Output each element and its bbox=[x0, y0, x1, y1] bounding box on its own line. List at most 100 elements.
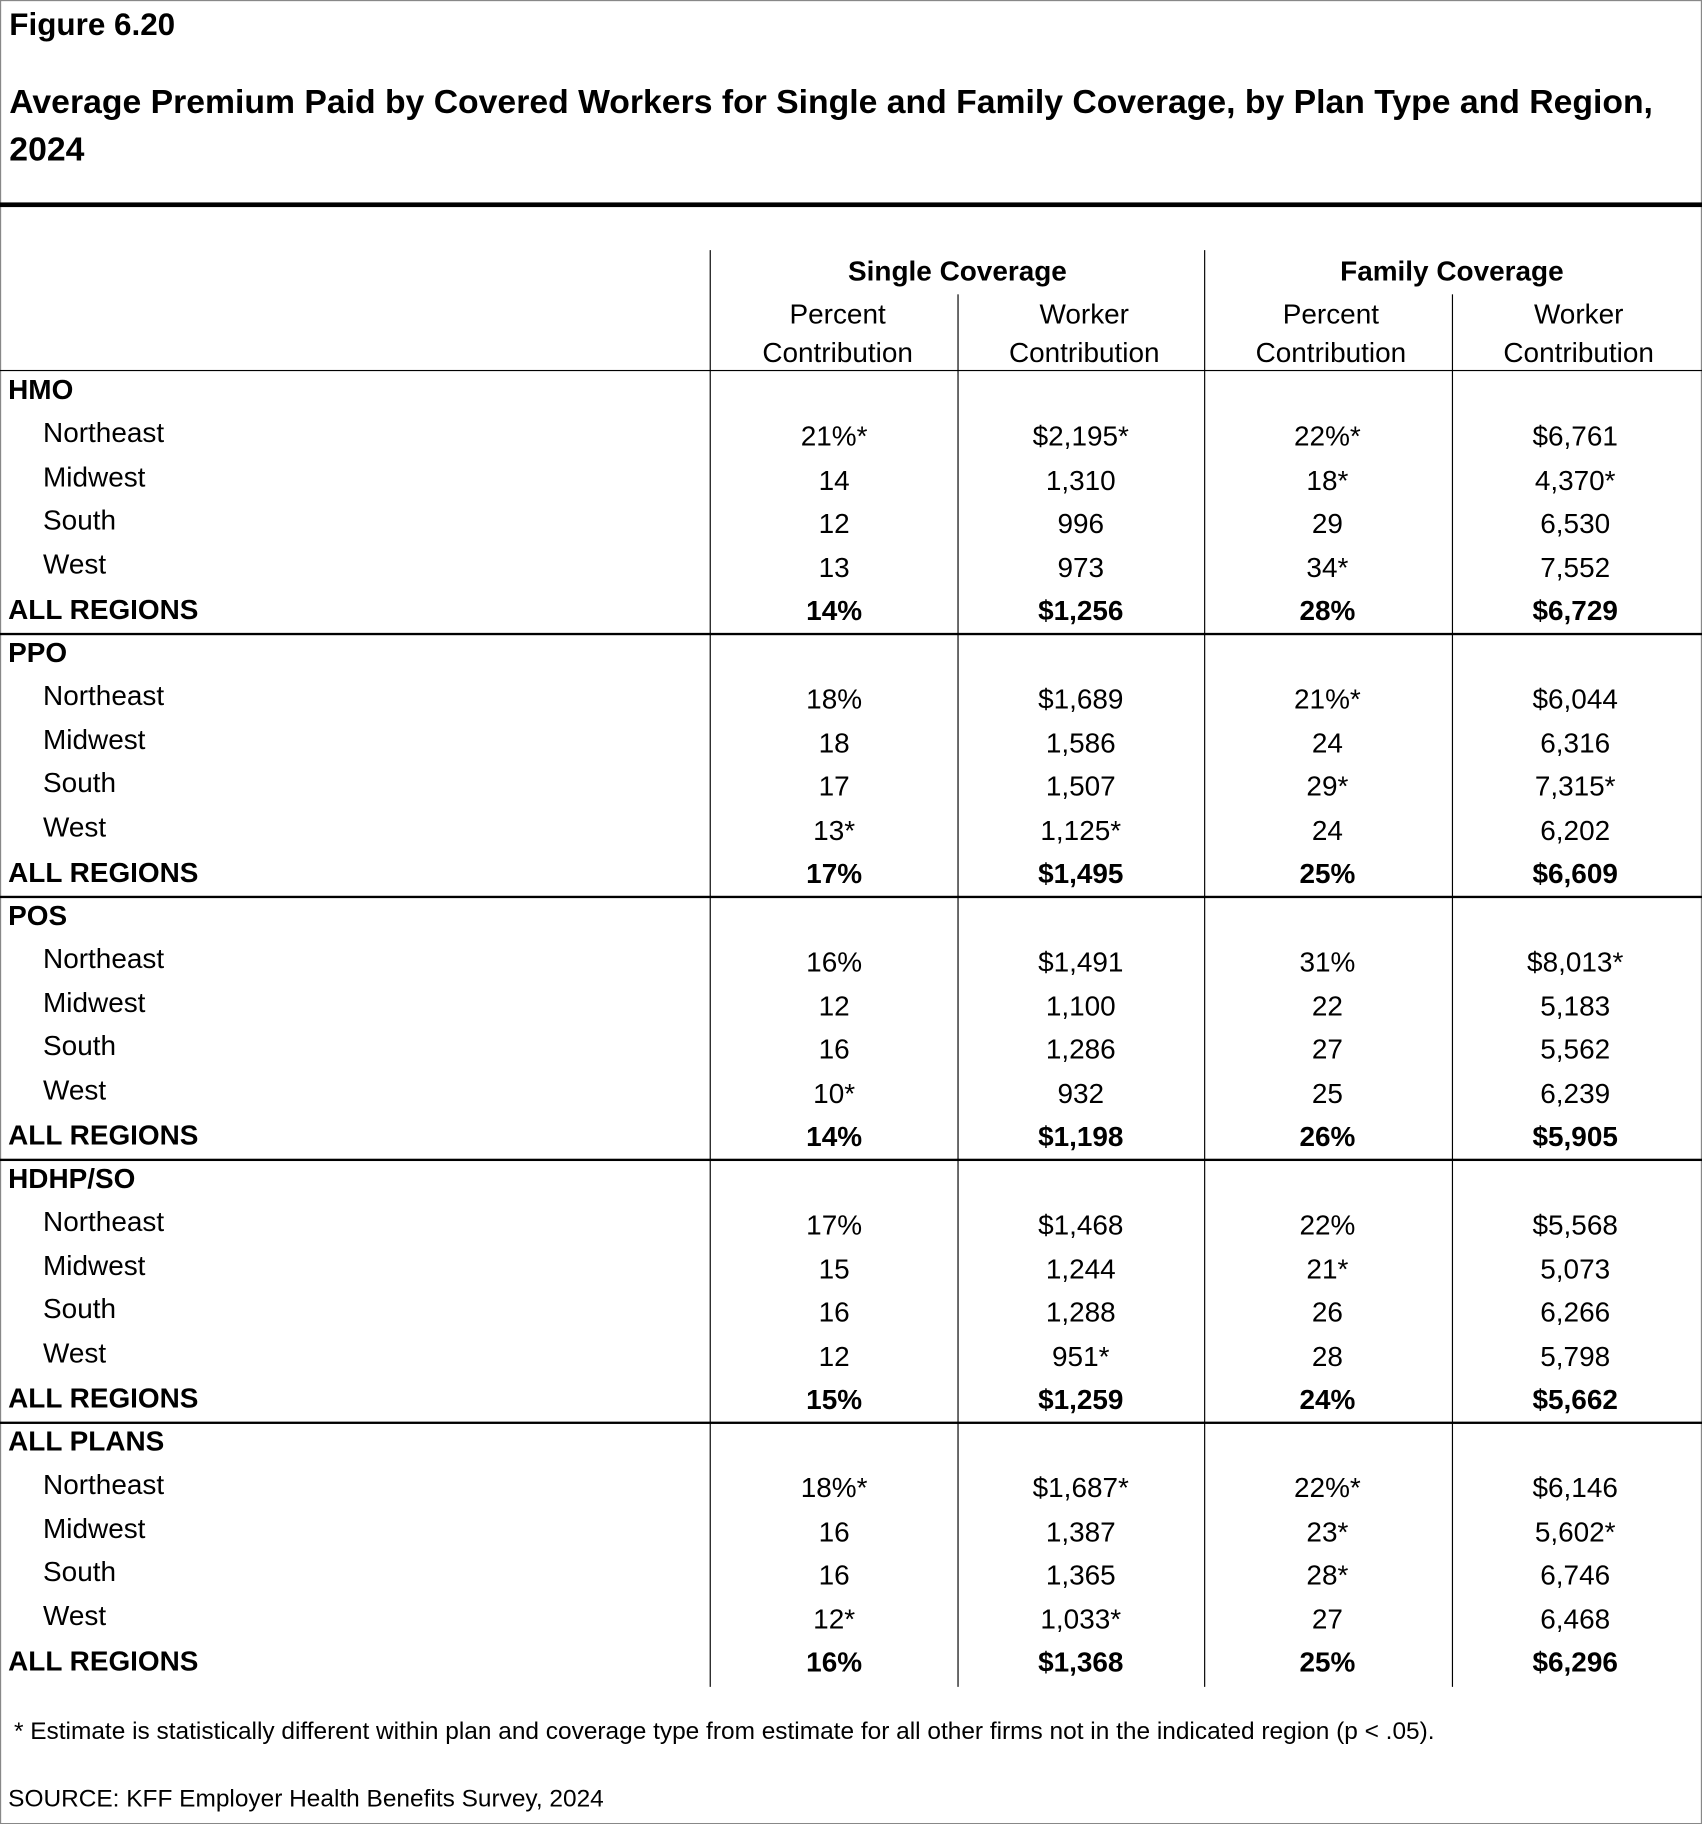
total-cell: 26% bbox=[1299, 1121, 1356, 1153]
cell: 27 bbox=[1311, 1604, 1343, 1636]
row-label: Midwest bbox=[43, 461, 146, 493]
group-header: Single Coverage bbox=[848, 255, 1067, 288]
cell: 16% bbox=[806, 946, 863, 979]
title: Average Premium Paid by Covered Workers … bbox=[9, 83, 1653, 169]
section-label: PPO bbox=[8, 637, 68, 669]
cell: $1,491 bbox=[1038, 946, 1124, 979]
cell: 16 bbox=[818, 1297, 850, 1330]
cell: 23* bbox=[1306, 1516, 1349, 1549]
cell: 12 bbox=[818, 1341, 850, 1373]
cell: 12* bbox=[813, 1604, 856, 1636]
row-label: West bbox=[43, 812, 107, 844]
cell: 5,562 bbox=[1540, 1034, 1611, 1067]
cell: $1,468 bbox=[1038, 1209, 1124, 1242]
cell: 13* bbox=[813, 815, 856, 848]
total-cell: $5,662 bbox=[1532, 1384, 1618, 1416]
cell: 25 bbox=[1311, 1078, 1343, 1110]
section-rule bbox=[0, 895, 1702, 899]
cell: $8,013* bbox=[1527, 946, 1624, 979]
cell: 6,316 bbox=[1540, 727, 1611, 760]
row-label: South bbox=[43, 1031, 117, 1063]
cell: 951* bbox=[1052, 1341, 1110, 1373]
total-label: ALL REGIONS bbox=[8, 594, 199, 626]
section-label: POS bbox=[8, 900, 68, 932]
total-cell: $1,198 bbox=[1038, 1121, 1124, 1153]
cell: 17% bbox=[806, 1209, 863, 1242]
total-cell: $1,259 bbox=[1038, 1384, 1124, 1416]
group-header: Family Coverage bbox=[1340, 255, 1564, 288]
cell: 5,073 bbox=[1540, 1253, 1611, 1286]
cell: 16 bbox=[818, 1560, 850, 1592]
cell: 12 bbox=[818, 508, 850, 541]
cell: 26 bbox=[1311, 1297, 1343, 1330]
cell: $5,568 bbox=[1532, 1209, 1618, 1242]
row-label: South bbox=[43, 1557, 117, 1589]
cell: 24 bbox=[1311, 727, 1343, 760]
row-label: Midwest bbox=[43, 724, 146, 756]
cell: 22%* bbox=[1294, 421, 1361, 453]
cell: 5,798 bbox=[1540, 1341, 1611, 1373]
column-divider bbox=[709, 250, 711, 1687]
row-label: Northeast bbox=[43, 1206, 165, 1238]
row-label: Northeast bbox=[43, 1469, 165, 1501]
total-cell: 28% bbox=[1299, 595, 1356, 628]
cell: $6,044 bbox=[1532, 684, 1618, 716]
total-label: ALL REGIONS bbox=[8, 1120, 199, 1152]
total-label: ALL REGIONS bbox=[8, 1646, 199, 1678]
cell: 1,286 bbox=[1045, 1034, 1116, 1067]
total-cell: $6,729 bbox=[1532, 595, 1618, 628]
row-label: West bbox=[43, 1337, 107, 1370]
cell: 29* bbox=[1306, 771, 1349, 804]
section-label: ALL PLANS bbox=[8, 1426, 165, 1458]
total-cell: 17% bbox=[806, 858, 863, 890]
cell: 29 bbox=[1311, 508, 1343, 541]
cell: 28* bbox=[1306, 1560, 1349, 1592]
total-cell: $5,905 bbox=[1532, 1121, 1618, 1153]
cell: $2,195* bbox=[1032, 421, 1129, 453]
cell: 1,387 bbox=[1045, 1516, 1116, 1549]
column-header: Percent Contribution bbox=[1255, 298, 1407, 369]
total-cell: 15% bbox=[806, 1384, 863, 1416]
cell: 6,239 bbox=[1540, 1078, 1611, 1110]
cell: $6,146 bbox=[1532, 1472, 1618, 1505]
total-cell: 16% bbox=[806, 1647, 863, 1679]
cell: 22 bbox=[1311, 990, 1343, 1023]
cell: 7,315* bbox=[1534, 771, 1616, 804]
cell: 5,183 bbox=[1540, 990, 1611, 1023]
cell: 1,033* bbox=[1040, 1604, 1122, 1636]
total-cell: 14% bbox=[806, 1121, 863, 1153]
cell: 16 bbox=[818, 1516, 850, 1549]
cell: 1,310 bbox=[1045, 464, 1116, 497]
cell: 34* bbox=[1306, 552, 1349, 585]
cell: 17 bbox=[818, 771, 850, 804]
cell: 15 bbox=[818, 1253, 850, 1286]
cell: 1,586 bbox=[1045, 727, 1116, 760]
total-cell: $1,495 bbox=[1038, 858, 1124, 890]
row-label: West bbox=[43, 1600, 107, 1633]
total-cell: $1,368 bbox=[1038, 1647, 1124, 1679]
cell: 21%* bbox=[1294, 684, 1361, 716]
cell: 28 bbox=[1311, 1341, 1343, 1373]
row-label: Midwest bbox=[43, 1513, 146, 1545]
row-label: Midwest bbox=[43, 987, 146, 1019]
total-cell: $6,609 bbox=[1532, 858, 1618, 890]
cell: 6,468 bbox=[1540, 1604, 1611, 1636]
cell: 21%* bbox=[800, 421, 868, 453]
cell: 4,370* bbox=[1534, 464, 1616, 497]
cell: 27 bbox=[1311, 1034, 1343, 1067]
footnote: * Estimate is statistically different wi… bbox=[13, 1718, 1435, 1746]
cell: 24 bbox=[1311, 815, 1343, 848]
section-rule bbox=[0, 1158, 1702, 1162]
row-label: Midwest bbox=[43, 1250, 146, 1282]
column-divider bbox=[1451, 294, 1454, 1687]
cell: $1,687* bbox=[1032, 1472, 1129, 1505]
cell: 21* bbox=[1306, 1253, 1349, 1286]
total-cell: 14% bbox=[806, 595, 863, 628]
cell: 996 bbox=[1057, 508, 1105, 541]
cell: 932 bbox=[1057, 1078, 1105, 1110]
cell: 6,746 bbox=[1540, 1560, 1611, 1592]
cell: 14 bbox=[818, 464, 850, 497]
cell: 22%* bbox=[1294, 1472, 1361, 1505]
cell: 18%* bbox=[800, 1472, 868, 1505]
cell: $1,689 bbox=[1038, 684, 1124, 716]
